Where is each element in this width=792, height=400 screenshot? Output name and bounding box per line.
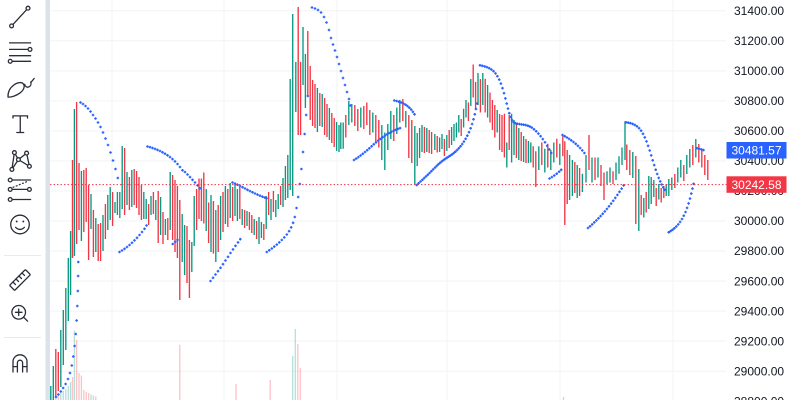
svg-text:30800.00: 30800.00 <box>734 94 784 108</box>
svg-text:30242.58: 30242.58 <box>731 178 781 192</box>
svg-text:29800.00: 29800.00 <box>734 244 784 258</box>
svg-text:29400.00: 29400.00 <box>734 304 784 318</box>
svg-text:29000.00: 29000.00 <box>734 364 784 378</box>
svg-text:29600.00: 29600.00 <box>734 274 784 288</box>
svg-text:31200.00: 31200.00 <box>734 34 784 48</box>
svg-text:30600.00: 30600.00 <box>734 124 784 138</box>
svg-text:31400.00: 31400.00 <box>734 4 784 18</box>
svg-text:29200.00: 29200.00 <box>734 334 784 348</box>
svg-text:30481.57: 30481.57 <box>731 144 781 158</box>
svg-text:30000.00: 30000.00 <box>734 214 784 228</box>
svg-text:28800.00: 28800.00 <box>734 394 784 400</box>
svg-text:31000.00: 31000.00 <box>734 64 784 78</box>
